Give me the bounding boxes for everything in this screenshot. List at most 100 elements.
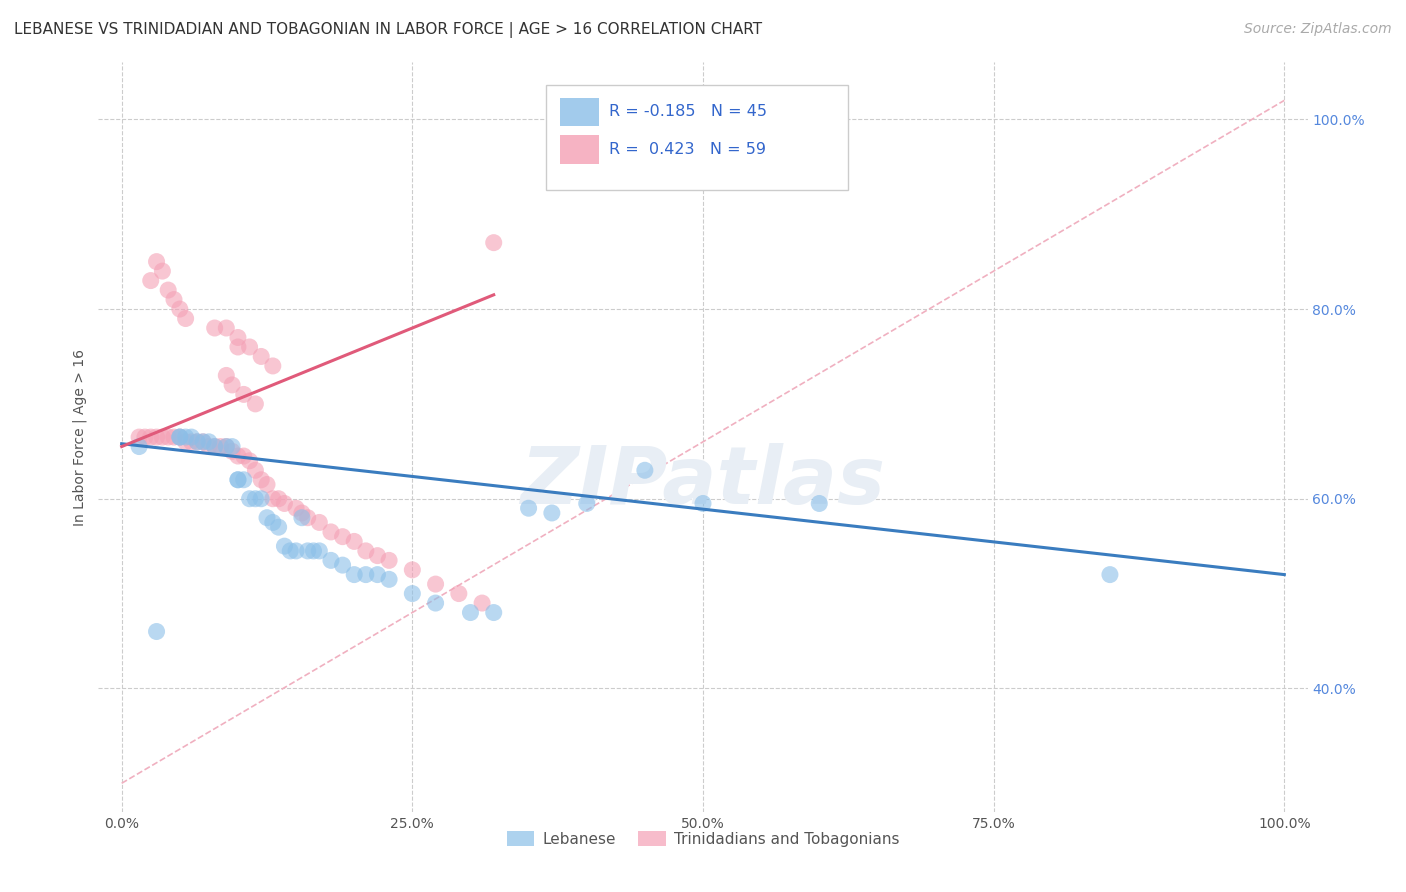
- Point: [540, 506, 562, 520]
- Point: [262, 491, 284, 506]
- Point: [221, 440, 243, 454]
- Point: [366, 549, 388, 563]
- Point: [134, 430, 156, 444]
- Point: [297, 544, 319, 558]
- Point: [250, 491, 273, 506]
- Point: [401, 563, 423, 577]
- Point: [226, 473, 249, 487]
- Point: [157, 430, 180, 444]
- Legend: Lebanese, Trinidadians and Tobagonians: Lebanese, Trinidadians and Tobagonians: [501, 824, 905, 853]
- Point: [139, 430, 162, 444]
- Point: [262, 359, 284, 373]
- Point: [169, 430, 191, 444]
- Point: [239, 340, 262, 354]
- Point: [401, 586, 423, 600]
- Point: [215, 440, 238, 454]
- Point: [482, 606, 505, 620]
- Text: R = -0.185   N = 45: R = -0.185 N = 45: [609, 104, 766, 120]
- Point: [221, 378, 243, 392]
- FancyBboxPatch shape: [561, 97, 599, 126]
- Text: Source: ZipAtlas.com: Source: ZipAtlas.com: [1244, 22, 1392, 37]
- Point: [226, 340, 249, 354]
- Point: [482, 235, 505, 250]
- Point: [180, 434, 202, 449]
- Point: [215, 321, 238, 335]
- Point: [343, 567, 366, 582]
- Point: [198, 434, 221, 449]
- Point: [378, 553, 401, 567]
- Point: [204, 440, 226, 454]
- Y-axis label: In Labor Force | Age > 16: In Labor Force | Age > 16: [73, 349, 87, 525]
- Point: [262, 516, 284, 530]
- Point: [291, 510, 314, 524]
- Point: [226, 473, 249, 487]
- Point: [1098, 567, 1121, 582]
- Point: [174, 311, 197, 326]
- Point: [150, 430, 173, 444]
- Point: [332, 530, 354, 544]
- Point: [232, 387, 254, 401]
- Point: [256, 477, 278, 491]
- Point: [366, 567, 388, 582]
- Point: [267, 520, 290, 534]
- Point: [297, 510, 319, 524]
- Point: [221, 444, 243, 458]
- Point: [139, 274, 162, 288]
- Point: [250, 473, 273, 487]
- Point: [245, 463, 267, 477]
- Point: [204, 321, 226, 335]
- Point: [319, 524, 342, 539]
- Point: [215, 440, 238, 454]
- Point: [215, 368, 238, 383]
- Point: [198, 440, 221, 454]
- Point: [163, 293, 186, 307]
- Point: [354, 567, 377, 582]
- Text: R =  0.423   N = 59: R = 0.423 N = 59: [609, 142, 766, 157]
- Point: [332, 558, 354, 573]
- Point: [308, 544, 330, 558]
- Point: [145, 624, 167, 639]
- Point: [425, 577, 447, 591]
- Point: [180, 430, 202, 444]
- Point: [278, 544, 301, 558]
- Point: [232, 449, 254, 463]
- Point: [285, 501, 308, 516]
- Point: [308, 516, 330, 530]
- Point: [291, 506, 314, 520]
- Point: [273, 539, 295, 553]
- Point: [174, 434, 197, 449]
- Text: ZIPatlas: ZIPatlas: [520, 443, 886, 521]
- Point: [808, 496, 831, 510]
- Point: [169, 430, 191, 444]
- Point: [209, 440, 232, 454]
- Point: [256, 510, 278, 524]
- Point: [343, 534, 366, 549]
- FancyBboxPatch shape: [546, 85, 848, 190]
- Point: [245, 491, 267, 506]
- Point: [250, 350, 273, 364]
- Point: [191, 434, 214, 449]
- Point: [319, 553, 342, 567]
- Point: [186, 434, 208, 449]
- Point: [186, 434, 208, 449]
- Point: [460, 606, 482, 620]
- Point: [634, 463, 657, 477]
- Point: [145, 430, 167, 444]
- Point: [150, 264, 173, 278]
- Point: [354, 544, 377, 558]
- Point: [226, 330, 249, 344]
- Point: [575, 496, 598, 510]
- Point: [174, 430, 197, 444]
- FancyBboxPatch shape: [561, 135, 599, 163]
- Point: [157, 283, 180, 297]
- Point: [425, 596, 447, 610]
- Point: [517, 501, 540, 516]
- Point: [267, 491, 290, 506]
- Point: [169, 301, 191, 316]
- Point: [245, 397, 267, 411]
- Point: [239, 491, 262, 506]
- Point: [302, 544, 325, 558]
- Point: [128, 430, 150, 444]
- Point: [471, 596, 494, 610]
- Text: LEBANESE VS TRINIDADIAN AND TOBAGONIAN IN LABOR FORCE | AGE > 16 CORRELATION CHA: LEBANESE VS TRINIDADIAN AND TOBAGONIAN I…: [14, 22, 762, 38]
